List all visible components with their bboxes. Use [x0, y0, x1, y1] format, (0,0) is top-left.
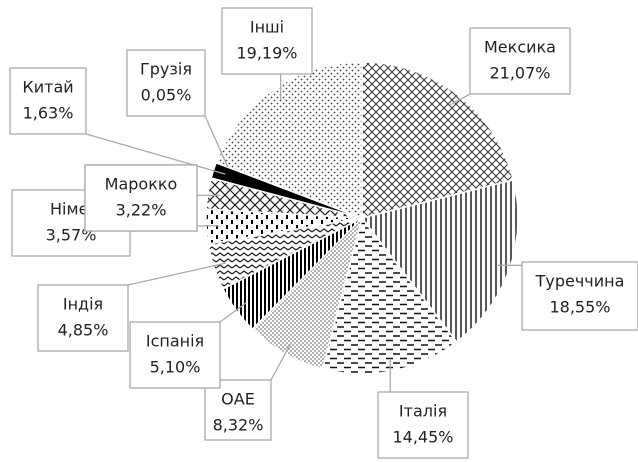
value-label: 1,63% [23, 104, 74, 123]
category-label: Грузія [140, 60, 192, 79]
slices [205, 61, 519, 375]
value-label: 8,32% [213, 416, 264, 435]
category-label: Мексика [484, 38, 556, 57]
label-box [221, 7, 313, 75]
label-box [129, 321, 221, 389]
value-label: 18,55% [549, 298, 610, 317]
leader-line [449, 93, 471, 106]
label-box [377, 391, 469, 459]
leader-line [85, 133, 226, 175]
value-label: 5,10% [150, 358, 201, 377]
leader-line [219, 302, 247, 323]
category-label: Італія [399, 402, 447, 421]
pie-slice [361, 61, 515, 219]
value-label: 21,07% [489, 64, 550, 83]
leader-line [127, 262, 226, 286]
value-label: 3,22% [116, 201, 167, 220]
category-label: ОАЕ [221, 390, 255, 409]
category-label: Інші [250, 18, 284, 37]
pie-slice [360, 178, 519, 344]
label-box [126, 49, 206, 117]
value-label: 14,45% [392, 428, 453, 447]
value-label: 19,19% [236, 44, 297, 63]
value-label: 4,85% [58, 321, 109, 340]
label-box [84, 164, 198, 232]
label-box [469, 27, 571, 95]
category-label: Індія [63, 295, 103, 314]
label-box [204, 379, 272, 441]
category-label: Іспанія [146, 332, 204, 351]
leader-line [204, 115, 229, 168]
category-label: Марокко [105, 175, 178, 194]
label-box [521, 261, 638, 331]
value-label: 3,57% [46, 226, 97, 245]
label-box [37, 284, 129, 352]
value-label: 0,05% [141, 86, 192, 105]
category-label: Китай [22, 78, 73, 97]
category-label: Туреччина [535, 272, 625, 291]
labels: Мексика 21,07% Туреччина 18,55% Італія 14,45%… [9, 7, 638, 459]
leader-line [270, 342, 292, 381]
pie-slice [215, 61, 363, 220]
pie-slice [321, 216, 458, 375]
label-box [9, 67, 87, 135]
